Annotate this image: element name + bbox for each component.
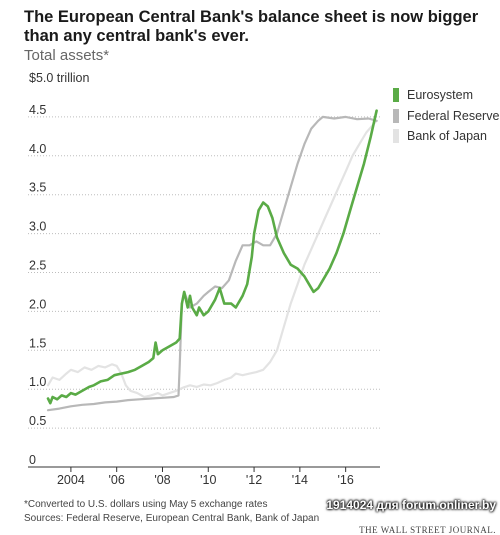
sources-note: Sources: Federal Reserve, European Centr… [24,513,320,524]
y-tick-label: 3.5 [29,181,46,195]
y-tick-label: 2.0 [29,297,46,311]
publisher-logo: THE WALL STREET JOURNAL. [359,525,496,535]
y-tick-label: 0 [29,453,36,467]
series-lines [46,109,378,412]
y-unit-label: $5.0 trillion [29,71,90,85]
y-tick-label: 1.0 [29,375,46,389]
y-tick-label: 4.0 [29,142,46,156]
x-tick-label: 2004 [57,473,85,487]
series-line-eurosystem [46,109,378,405]
legend-label: Eurosystem [407,88,473,103]
legend-swatch-federal-reserve [393,108,399,123]
series-line-bank-of-japan [46,119,378,399]
y-tick-label: 2.5 [29,259,46,273]
chart-subtitle: Total assets* [24,47,110,64]
legend-label: Bank of Japan [407,129,487,144]
x-tick-label: '14 [292,473,308,487]
y-tick-label: 1.5 [29,336,46,350]
y-tick-label: 0.5 [29,414,46,428]
y-tick-label: 3.0 [29,220,46,234]
legend-label: Federal Reserve [407,108,500,123]
footnote: *Converted to U.S. dollars using May 5 e… [24,499,268,510]
legend-swatch-eurosystem [393,88,399,103]
legend-swatch-bank-of-japan [393,129,399,144]
legend-item-federal-reserve: Federal Reserve [393,106,499,127]
y-tick-label: 4.5 [29,103,46,117]
x-tick-label: '06 [109,473,125,487]
forum-watermark: 1914024 для forum.onliner.by [326,498,496,512]
x-tick-label: '16 [338,473,354,487]
series-line-federal-reserve [46,115,378,412]
legend-item-bank-of-japan: Bank of Japan [393,126,499,147]
legend-item-eurosystem: Eurosystem [393,85,499,106]
x-tick-label: '08 [154,473,170,487]
x-tick-label: '12 [246,473,262,487]
axes: 0 0.5 1.0 1.5 2.0 2.5 3.0 3.5 4.0 4.5 2004 '06 '08 '1… [28,103,380,487]
chart-title: The European Central Bank's balance shee… [24,8,479,45]
x-tick-label: '10 [200,473,216,487]
chart-legend: Eurosystem Federal Reserve Bank of Japan [393,85,499,147]
